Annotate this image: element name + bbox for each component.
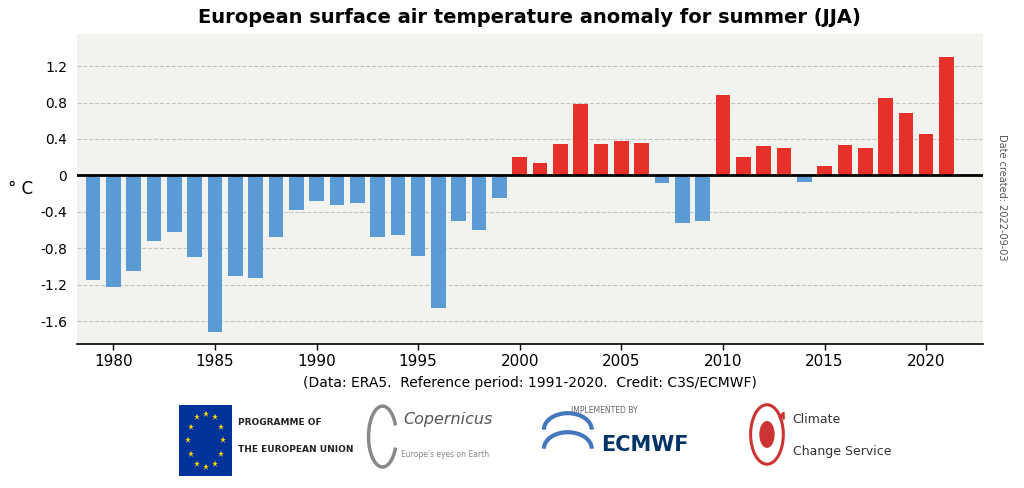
Bar — [248, 175, 263, 278]
Bar — [493, 175, 507, 198]
Text: PROGRAMME OF: PROGRAMME OF — [238, 418, 322, 427]
Bar — [187, 175, 202, 258]
Bar — [634, 142, 649, 175]
Text: Date created: 2022-09-03: Date created: 2022-09-03 — [997, 134, 1008, 261]
Bar — [757, 146, 771, 175]
Bar — [268, 175, 284, 237]
Bar — [228, 175, 243, 276]
Bar — [350, 175, 365, 203]
Bar — [167, 175, 181, 232]
Bar — [573, 104, 588, 175]
Bar — [106, 175, 121, 286]
Circle shape — [760, 422, 774, 447]
Text: THE EUROPEAN UNION: THE EUROPEAN UNION — [238, 446, 353, 454]
Bar — [86, 175, 100, 280]
X-axis label: (Data: ERA5.  Reference period: 1991-2020.  Credit: C3S/ECMWF): (Data: ERA5. Reference period: 1991-2020… — [303, 376, 757, 390]
Bar — [553, 143, 567, 175]
Bar — [736, 157, 751, 175]
Bar — [146, 175, 162, 241]
Text: Copernicus: Copernicus — [403, 412, 493, 427]
Bar — [838, 145, 852, 175]
Bar — [532, 163, 548, 175]
Bar — [390, 175, 406, 235]
Bar — [330, 175, 344, 204]
Text: Climate: Climate — [793, 413, 841, 426]
Bar — [776, 148, 792, 175]
Bar — [289, 175, 303, 210]
FancyArrowPatch shape — [779, 413, 783, 420]
Bar — [126, 175, 141, 271]
Bar — [411, 175, 426, 256]
Bar — [309, 175, 324, 201]
Bar — [858, 148, 872, 175]
Text: ECMWF: ECMWF — [601, 435, 688, 455]
Bar — [817, 166, 831, 175]
Text: IMPLEMENTED BY: IMPLEMENTED BY — [571, 407, 638, 415]
Bar — [431, 175, 445, 307]
Text: Europe's eyes on Earth: Europe's eyes on Earth — [401, 450, 489, 459]
Y-axis label: ° C: ° C — [8, 180, 33, 198]
Bar — [939, 57, 953, 175]
Bar — [716, 95, 730, 175]
Bar — [919, 134, 934, 175]
Title: European surface air temperature anomaly for summer (JJA): European surface air temperature anomaly… — [199, 8, 861, 27]
Bar — [208, 175, 222, 332]
Bar — [614, 141, 629, 175]
Bar — [898, 113, 913, 175]
Bar — [472, 175, 486, 230]
Bar — [797, 175, 812, 182]
Bar — [594, 143, 608, 175]
Text: Change Service: Change Service — [793, 445, 891, 458]
Bar — [675, 175, 689, 223]
Bar — [879, 98, 893, 175]
Bar — [371, 175, 385, 237]
Bar — [654, 175, 670, 183]
Bar — [695, 175, 710, 221]
Bar — [452, 175, 466, 221]
Bar — [512, 157, 527, 175]
